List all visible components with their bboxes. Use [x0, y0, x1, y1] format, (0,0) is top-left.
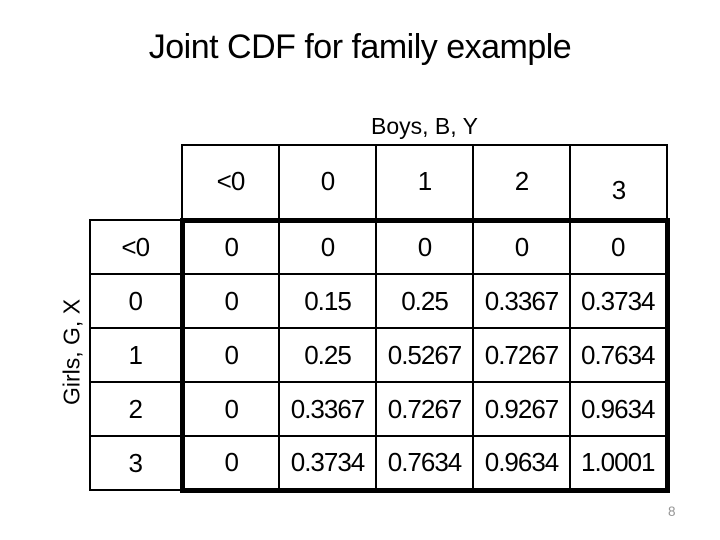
- cell-r0-c4: 0: [569, 217, 670, 275]
- cell-r4-c2: 0.7634: [375, 435, 474, 493]
- cell-r4-c1: 0.3734: [278, 435, 377, 493]
- table-row: <0 0 0 0 0 0: [89, 217, 670, 275]
- cell-r4-c0: 0: [179, 435, 280, 493]
- cell-r4-c4: 1.0001: [569, 435, 670, 493]
- table-row: 2 0 0.3367 0.7267 0.9267 0.9634: [89, 381, 670, 437]
- cell-r1-c3: 0.3367: [472, 273, 571, 329]
- cell-r3-c1: 0.3367: [278, 381, 377, 437]
- row-header-1: 0: [89, 273, 185, 329]
- table-row: 0 0 0.15 0.25 0.3367 0.3734: [89, 273, 670, 329]
- row-header-3: 2: [89, 381, 185, 437]
- cell-r1-c1: 0.15: [278, 273, 377, 329]
- col-header-2: 1: [375, 144, 474, 223]
- column-header-row: <0 0 1 2 3: [90, 144, 668, 223]
- column-axis-label: Boys, B, Y: [371, 113, 478, 139]
- page-number: 8: [668, 504, 676, 519]
- cell-r0-c2: 0: [375, 217, 474, 275]
- slide-title: Joint CDF for family example: [148, 28, 572, 66]
- cell-r1-c0: 0: [179, 273, 280, 329]
- table-row: 3 0 0.3734 0.7634 0.9634 1.0001: [89, 435, 670, 493]
- cell-r2-c4: 0.7634: [569, 327, 670, 383]
- joint-cdf-table: <0 0 1 2 3 <0 0 0 0 0 0 0 0 0.15 0.25 0.…: [89, 144, 670, 493]
- cell-r2-c0: 0: [179, 327, 280, 383]
- col-header-1: 0: [278, 144, 377, 223]
- col-header-3: 2: [472, 144, 571, 223]
- cell-r3-c2: 0.7267: [375, 381, 474, 437]
- col-header-4: 3: [569, 144, 668, 223]
- col-header-0: <0: [181, 144, 280, 223]
- row-axis-label: Girls, G, X: [58, 298, 85, 406]
- cell-r1-c2: 0.25: [375, 273, 474, 329]
- cell-r3-c3: 0.9267: [472, 381, 571, 437]
- row-header-4: 3: [89, 435, 185, 491]
- cell-r2-c3: 0.7267: [472, 327, 571, 383]
- cell-r3-c0: 0: [179, 381, 280, 437]
- cell-r0-c3: 0: [472, 217, 571, 275]
- corner-cell: [90, 145, 182, 220]
- cell-r0-c0: 0: [179, 217, 280, 275]
- table-row: 1 0 0.25 0.5267 0.7267 0.7634: [89, 327, 670, 383]
- cell-r4-c3: 0.9634: [472, 435, 571, 493]
- row-header-0: <0: [89, 219, 185, 275]
- cell-r2-c1: 0.25: [278, 327, 377, 383]
- cell-r1-c4: 0.3734: [569, 273, 670, 329]
- cell-r2-c2: 0.5267: [375, 327, 474, 383]
- cell-r0-c1: 0: [278, 217, 377, 275]
- cell-r3-c4: 0.9634: [569, 381, 670, 437]
- row-header-2: 1: [89, 327, 185, 383]
